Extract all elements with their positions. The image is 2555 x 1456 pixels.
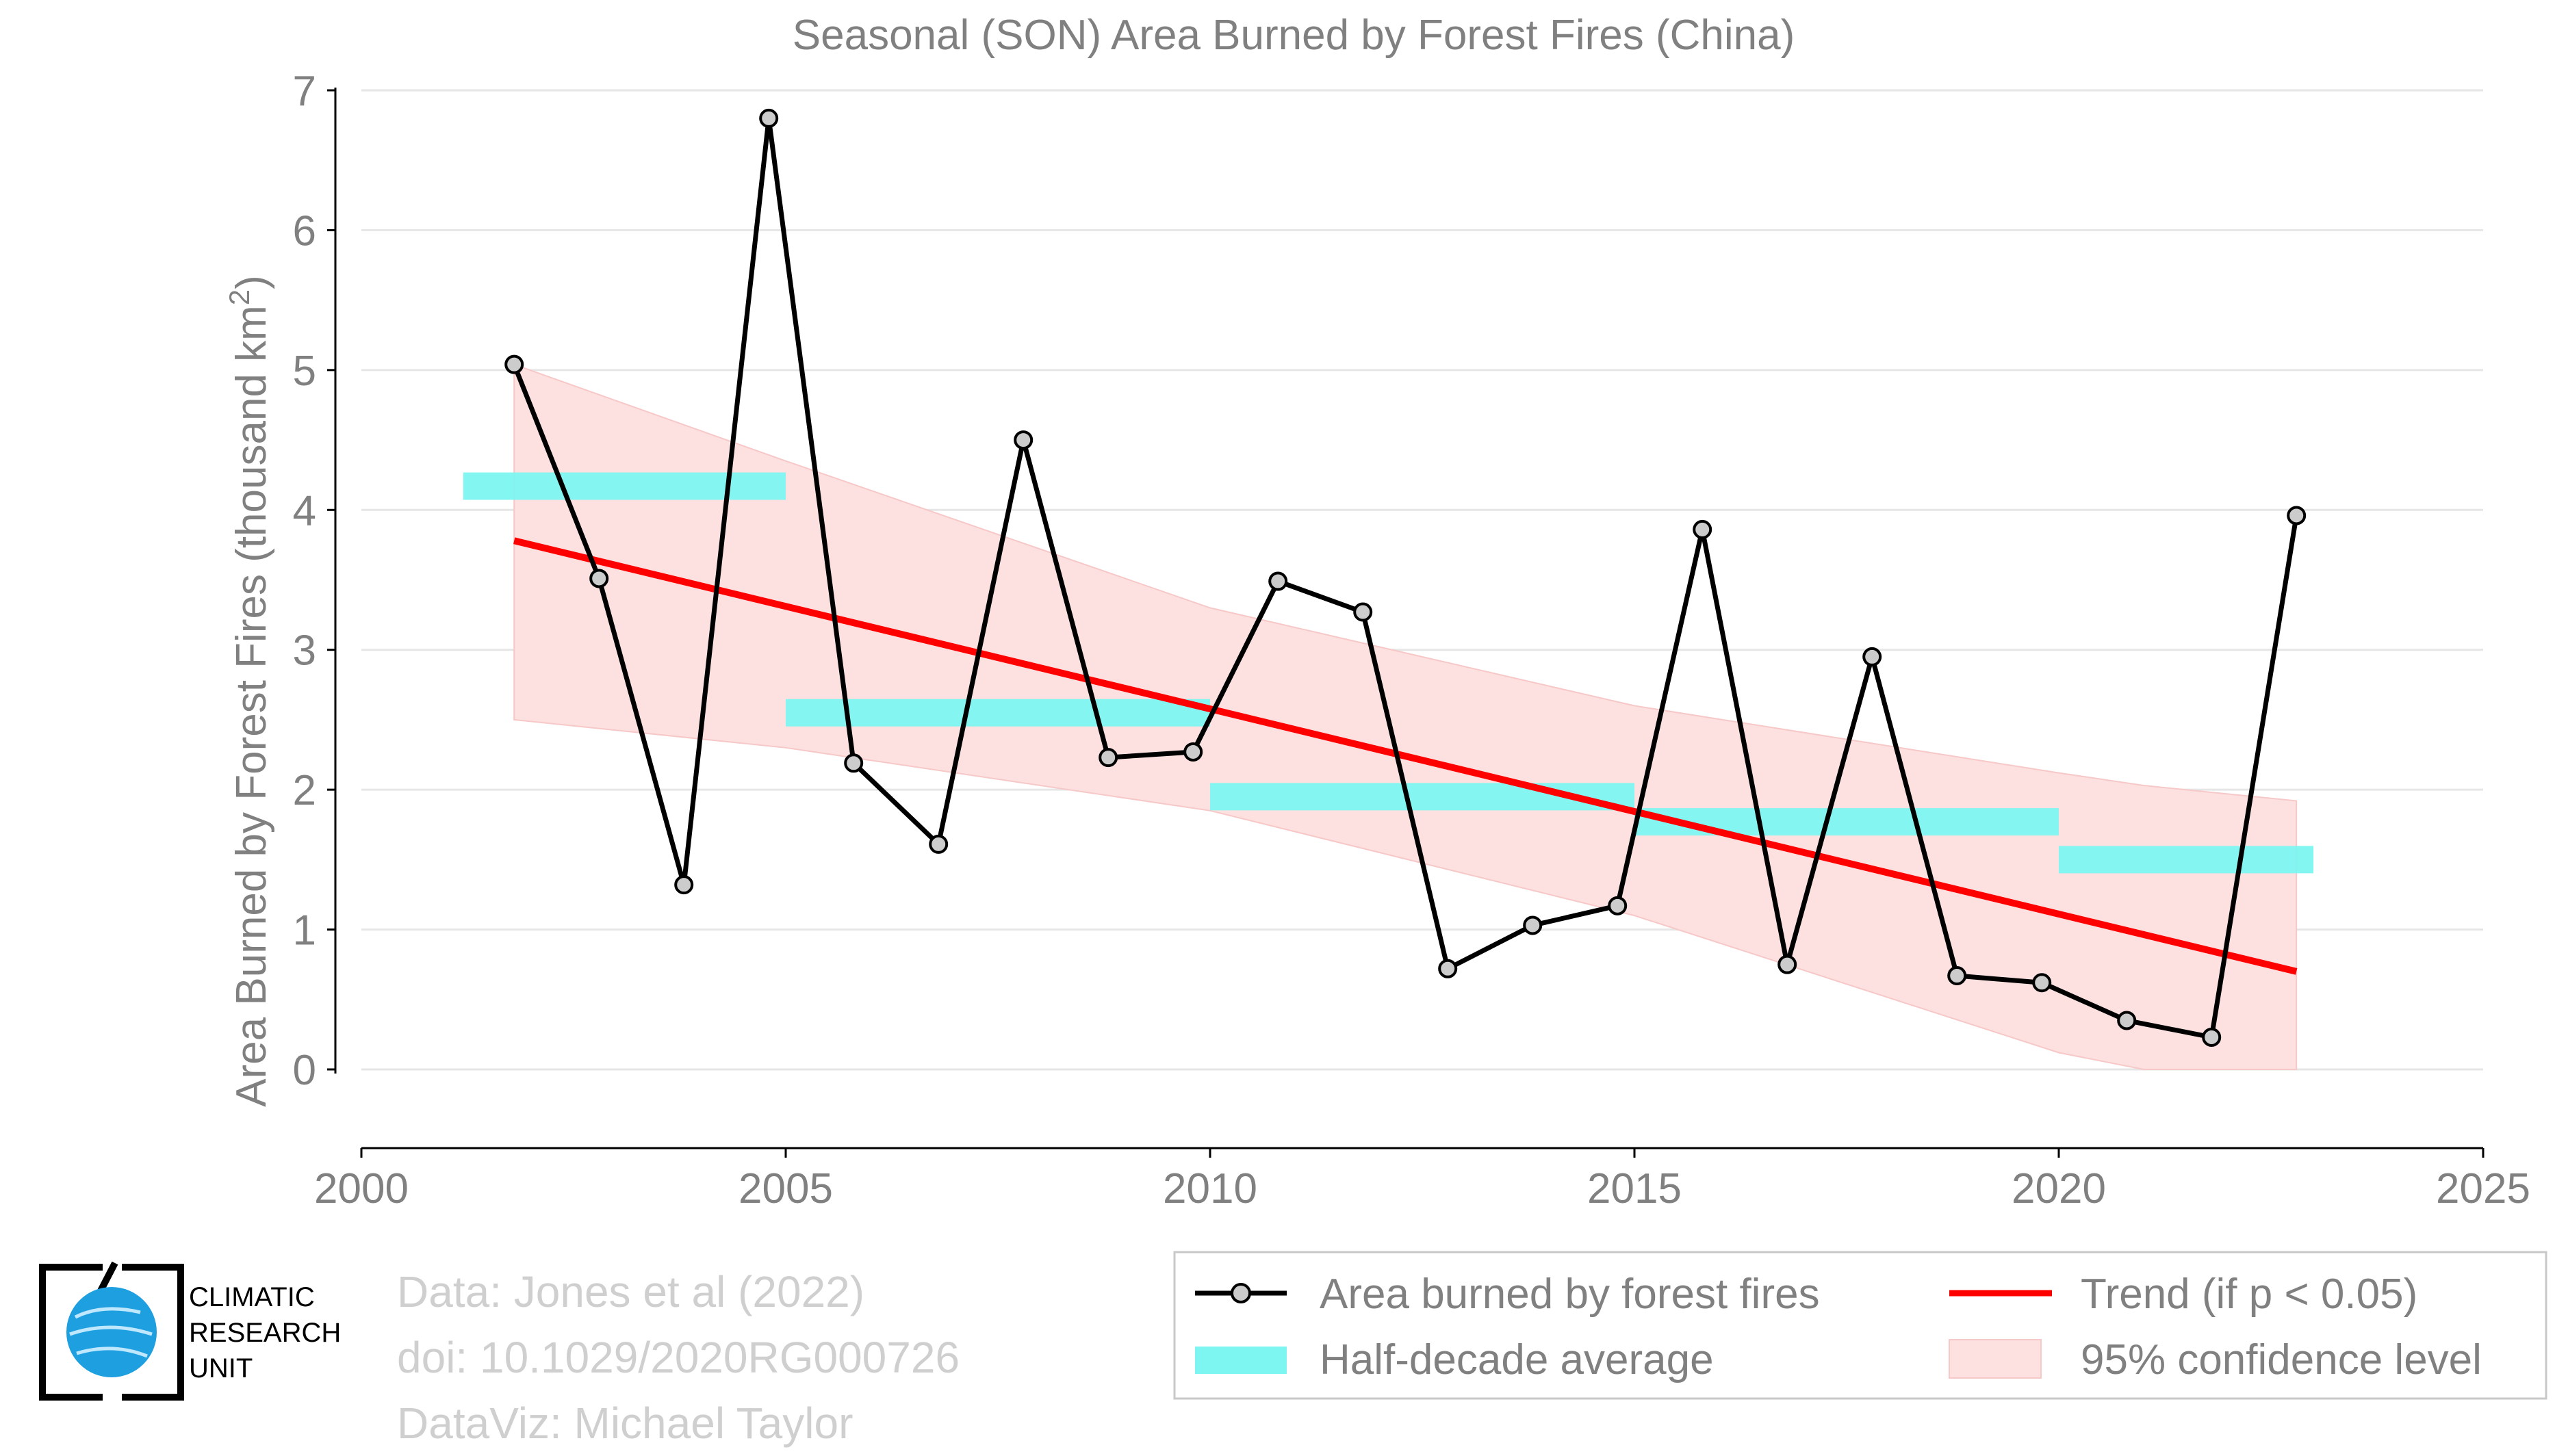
legend-label-halfdecade: Half-decade average bbox=[1320, 1336, 1714, 1383]
trend-line bbox=[513, 537, 2298, 975]
globe-swirl-3 bbox=[76, 1347, 148, 1358]
half-decade-bar bbox=[1634, 808, 2059, 836]
globe-swirl-2 bbox=[69, 1325, 153, 1336]
legend-label-band: 95% confidence level bbox=[2081, 1336, 2482, 1383]
credit-dataviz: DataViz: Michael Taylor bbox=[397, 1399, 853, 1448]
x-tick-label: 2020 bbox=[2012, 1165, 2106, 1212]
y-axis-title-close: ) bbox=[228, 275, 275, 289]
data-point bbox=[1183, 742, 1203, 762]
data-point bbox=[1608, 896, 1628, 915]
x-tick-label: 2015 bbox=[1587, 1165, 1682, 1212]
data-point bbox=[1693, 519, 1712, 539]
x-tick-label: 2010 bbox=[1163, 1165, 1257, 1212]
legend-marker-swatch bbox=[1231, 1283, 1251, 1303]
x-tick-label: 2000 bbox=[314, 1165, 409, 1212]
confidence-band bbox=[513, 363, 2298, 1070]
logo-bracket-left bbox=[39, 1264, 103, 1401]
legend-label-trend: Trend (if p < 0.05) bbox=[2081, 1271, 2417, 1318]
data-point bbox=[1268, 571, 1288, 591]
data-point bbox=[2287, 506, 2307, 525]
confidence-band-area bbox=[513, 363, 2298, 1070]
credit-doi: doi: 10.1029/2020RG000726 bbox=[397, 1333, 960, 1382]
trend-line-segment bbox=[513, 537, 2298, 975]
legend-label-area: Area burned by forest fires bbox=[1320, 1271, 1820, 1318]
y-tick-label: 4 bbox=[293, 487, 316, 534]
svg-text:Area Burned by Forest Fires (t: Area Burned by Forest Fires (thousand km… bbox=[223, 275, 275, 1107]
data-point bbox=[589, 569, 609, 588]
legend: Area burned by forest fires Trend (if p … bbox=[1173, 1251, 2547, 1400]
data-point bbox=[504, 354, 524, 374]
half-decade-bar bbox=[463, 472, 786, 500]
cru-line-3: UNIT bbox=[189, 1353, 253, 1383]
y-tick-label: 3 bbox=[293, 627, 316, 675]
data-point bbox=[759, 108, 779, 128]
tick-labels: 0 1 2 3 4 5 6 7 2000 2005 2010 2015 2020 2025 bbox=[293, 68, 2530, 1212]
half-decade-bar bbox=[2059, 846, 2313, 874]
data-credits: Data: Jones et al (2022) doi: 10.1029/20… bbox=[397, 1259, 960, 1456]
logo-bracket-right bbox=[122, 1264, 184, 1401]
data-point bbox=[2032, 973, 2052, 993]
data-point bbox=[2202, 1027, 2222, 1047]
data-point bbox=[1523, 915, 1543, 935]
chart-title: Seasonal (SON) Area Burned by Forest Fir… bbox=[793, 12, 1795, 59]
y-tick-label: 2 bbox=[293, 767, 316, 814]
data-point bbox=[1947, 966, 1967, 986]
cru-logo-text: CLIMATIC RESEARCH UNIT bbox=[189, 1279, 341, 1386]
x-tick-label: 2025 bbox=[2436, 1165, 2530, 1212]
data-point bbox=[2117, 1011, 2137, 1030]
cru-logo bbox=[39, 1261, 184, 1401]
data-point bbox=[1438, 959, 1458, 978]
y-tick-label: 5 bbox=[293, 348, 316, 395]
globe-swirl-1 bbox=[74, 1307, 141, 1319]
legend-halfdecade-swatch bbox=[1195, 1347, 1287, 1374]
y-axis-title-sup: 2 bbox=[223, 289, 255, 305]
y-tick-label: 7 bbox=[293, 68, 316, 115]
half-decade-bar bbox=[786, 699, 1210, 727]
area-burned-line bbox=[511, 116, 2299, 1040]
y-tick-label: 1 bbox=[293, 907, 316, 954]
cru-line-1: CLIMATIC bbox=[189, 1282, 315, 1312]
data-point bbox=[1862, 647, 1882, 666]
data-point bbox=[1014, 430, 1033, 450]
axes bbox=[327, 88, 2485, 1158]
credit-data-source: Data: Jones et al (2022) bbox=[397, 1267, 865, 1316]
legend-box bbox=[1173, 1251, 2547, 1400]
legend-band-swatch bbox=[1949, 1339, 2042, 1379]
data-point bbox=[1777, 954, 1797, 974]
data-point bbox=[1099, 748, 1118, 768]
cru-line-2: RESEARCH bbox=[189, 1318, 342, 1348]
y-tick-label: 6 bbox=[293, 207, 316, 255]
y-tick-label: 0 bbox=[293, 1047, 316, 1094]
data-point bbox=[929, 834, 949, 854]
data-point bbox=[1353, 602, 1373, 622]
data-point bbox=[674, 875, 694, 895]
data-point bbox=[844, 753, 864, 773]
area-burned-series bbox=[504, 108, 2307, 1047]
x-tick-label: 2005 bbox=[739, 1165, 833, 1212]
y-axis-title: Area Burned by Forest Fires (thousand km… bbox=[223, 275, 275, 1107]
half-decade-bars bbox=[463, 472, 2313, 874]
y-axis-title-main: Area Burned by Forest Fires (thousand km bbox=[228, 305, 275, 1107]
